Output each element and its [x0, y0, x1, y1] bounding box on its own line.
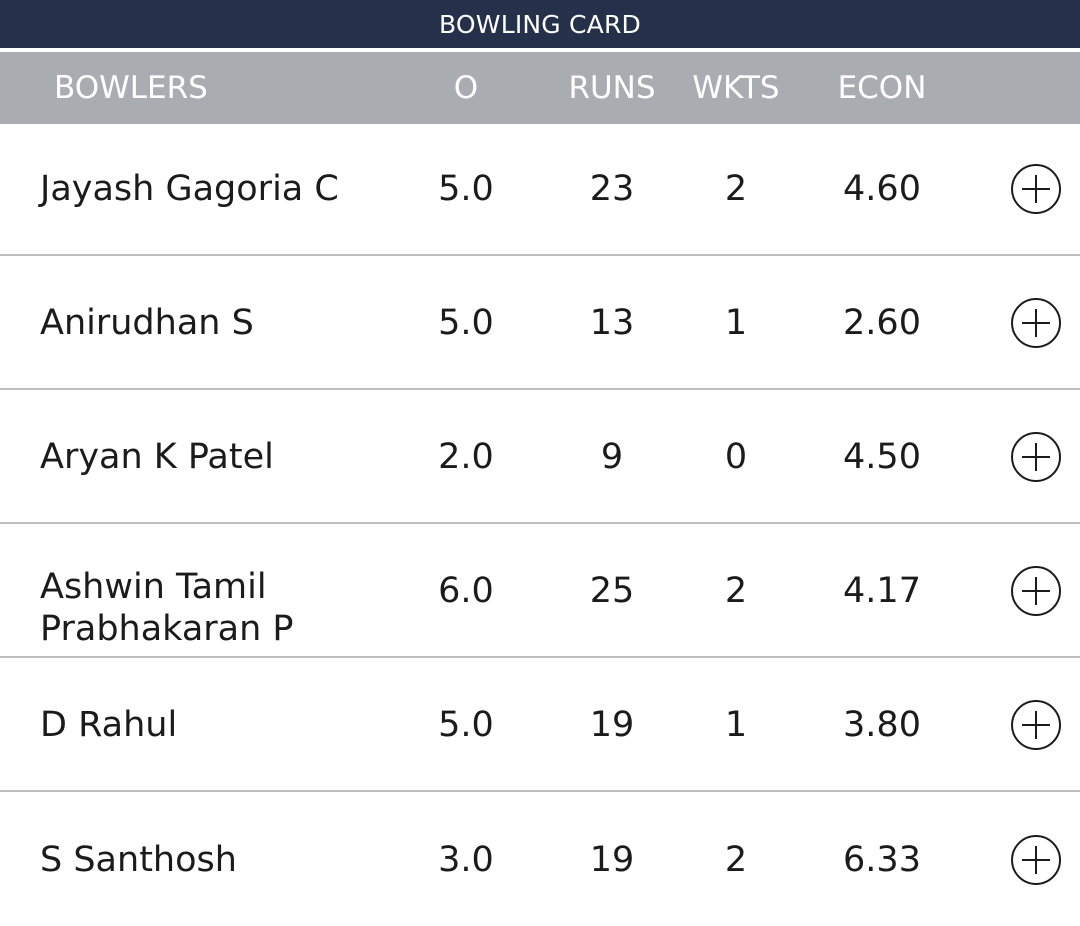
table-row[interactable]: Ashwin Tamil Prabhakaran P 6.0 25 2 4.17 — [0, 526, 1080, 658]
bowler-name: Anirudhan S — [40, 303, 254, 343]
bowler-name: D Rahul — [40, 705, 178, 745]
bowler-overs: 2.0 — [438, 437, 494, 477]
table-header: BOWLERS O RUNS WKTS ECON — [0, 52, 1080, 124]
table-row[interactable]: Aryan K Patel 2.0 9 0 4.50 — [0, 392, 1080, 524]
title-divider — [0, 48, 1080, 52]
expand-plus-icon[interactable] — [1011, 164, 1061, 214]
bowler-wickets: 0 — [724, 437, 748, 477]
expand-plus-icon[interactable] — [1011, 700, 1061, 750]
bowler-economy: 4.60 — [843, 169, 921, 209]
bowling-card-title: BOWLING CARD — [0, 0, 1080, 48]
bowler-economy: 4.50 — [843, 437, 921, 477]
expand-plus-icon[interactable] — [1011, 566, 1061, 616]
bowler-overs: 5.0 — [438, 303, 494, 343]
table-row[interactable]: S Santhosh 3.0 19 2 6.33 — [0, 794, 1080, 926]
bowler-name: S Santhosh — [40, 840, 237, 880]
bowler-runs: 19 — [589, 705, 635, 745]
bowler-overs: 5.0 — [438, 705, 494, 745]
bowler-name: Ashwin Tamil Prabhakaran P — [40, 567, 294, 649]
bowler-wickets: 2 — [724, 840, 748, 880]
bowler-wickets: 1 — [724, 303, 748, 343]
expand-plus-icon[interactable] — [1011, 835, 1061, 885]
header-bowlers: BOWLERS — [54, 70, 208, 106]
bowler-economy: 4.17 — [843, 571, 921, 611]
bowler-runs: 19 — [589, 840, 635, 880]
bowler-wickets: 2 — [724, 169, 748, 209]
bowler-overs: 5.0 — [438, 169, 494, 209]
table-row[interactable]: Jayash Gagoria C 5.0 23 2 4.60 — [0, 124, 1080, 256]
bowler-runs: 9 — [600, 437, 624, 477]
bowler-economy: 6.33 — [843, 840, 921, 880]
bowler-wickets: 1 — [724, 705, 748, 745]
bowler-runs: 23 — [589, 169, 635, 209]
expand-plus-icon[interactable] — [1011, 298, 1061, 348]
bowler-economy: 2.60 — [843, 303, 921, 343]
expand-plus-icon[interactable] — [1011, 432, 1061, 482]
bowler-economy: 3.80 — [843, 705, 921, 745]
bowler-wickets: 2 — [724, 571, 748, 611]
bowler-runs: 25 — [589, 571, 635, 611]
bowler-name: Aryan K Patel — [40, 437, 274, 477]
table-row[interactable]: D Rahul 5.0 19 1 3.80 — [0, 660, 1080, 792]
bowler-overs: 6.0 — [438, 571, 494, 611]
header-runs: RUNS — [568, 70, 656, 106]
bowler-overs: 3.0 — [438, 840, 494, 880]
table-row[interactable]: Anirudhan S 5.0 13 1 2.60 — [0, 258, 1080, 390]
header-overs: O — [453, 70, 479, 106]
header-wickets: WKTS — [692, 70, 780, 106]
bowler-runs: 13 — [589, 303, 635, 343]
bowler-name: Jayash Gagoria C — [40, 169, 339, 209]
header-economy: ECON — [837, 70, 927, 106]
